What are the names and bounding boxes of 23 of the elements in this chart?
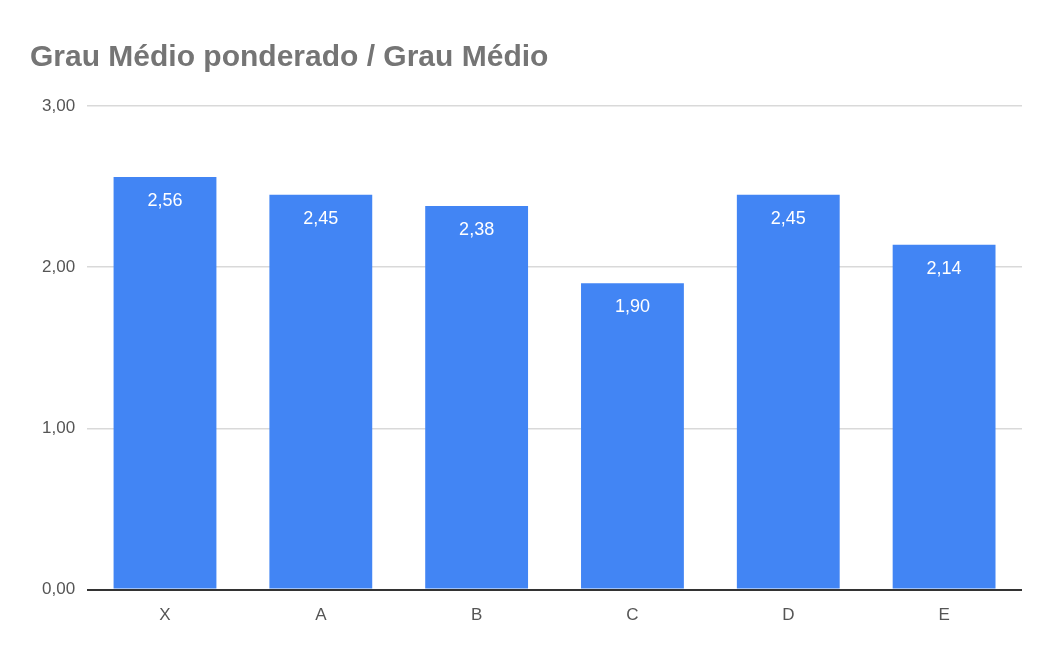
bar (581, 283, 684, 589)
x-tick-label: D (782, 605, 795, 625)
data-label: 2,38 (459, 218, 495, 239)
data-label: 2,14 (926, 257, 962, 278)
data-label: 2,45 (770, 207, 806, 228)
x-tick-label: C (626, 605, 639, 625)
data-label: 2,56 (147, 189, 183, 210)
bar (113, 176, 217, 589)
x-tick-label: A (315, 605, 328, 625)
bar (892, 244, 996, 589)
y-tick-label: 3,00 (41, 95, 76, 115)
chart-title: Grau Médio ponderado / Grau Médio (30, 39, 549, 73)
x-tick-label: B (470, 605, 483, 625)
x-tick-label: X (159, 605, 171, 625)
x-tick-label: E (938, 605, 950, 625)
data-label: 2,45 (303, 207, 339, 228)
y-tick-label: 2,00 (41, 256, 76, 276)
y-tick-label: 0,00 (41, 579, 76, 599)
bar (736, 194, 840, 589)
data-label: 1,90 (614, 296, 650, 317)
bar (425, 205, 529, 589)
bar (269, 194, 373, 589)
y-tick-label: 1,00 (41, 418, 76, 438)
